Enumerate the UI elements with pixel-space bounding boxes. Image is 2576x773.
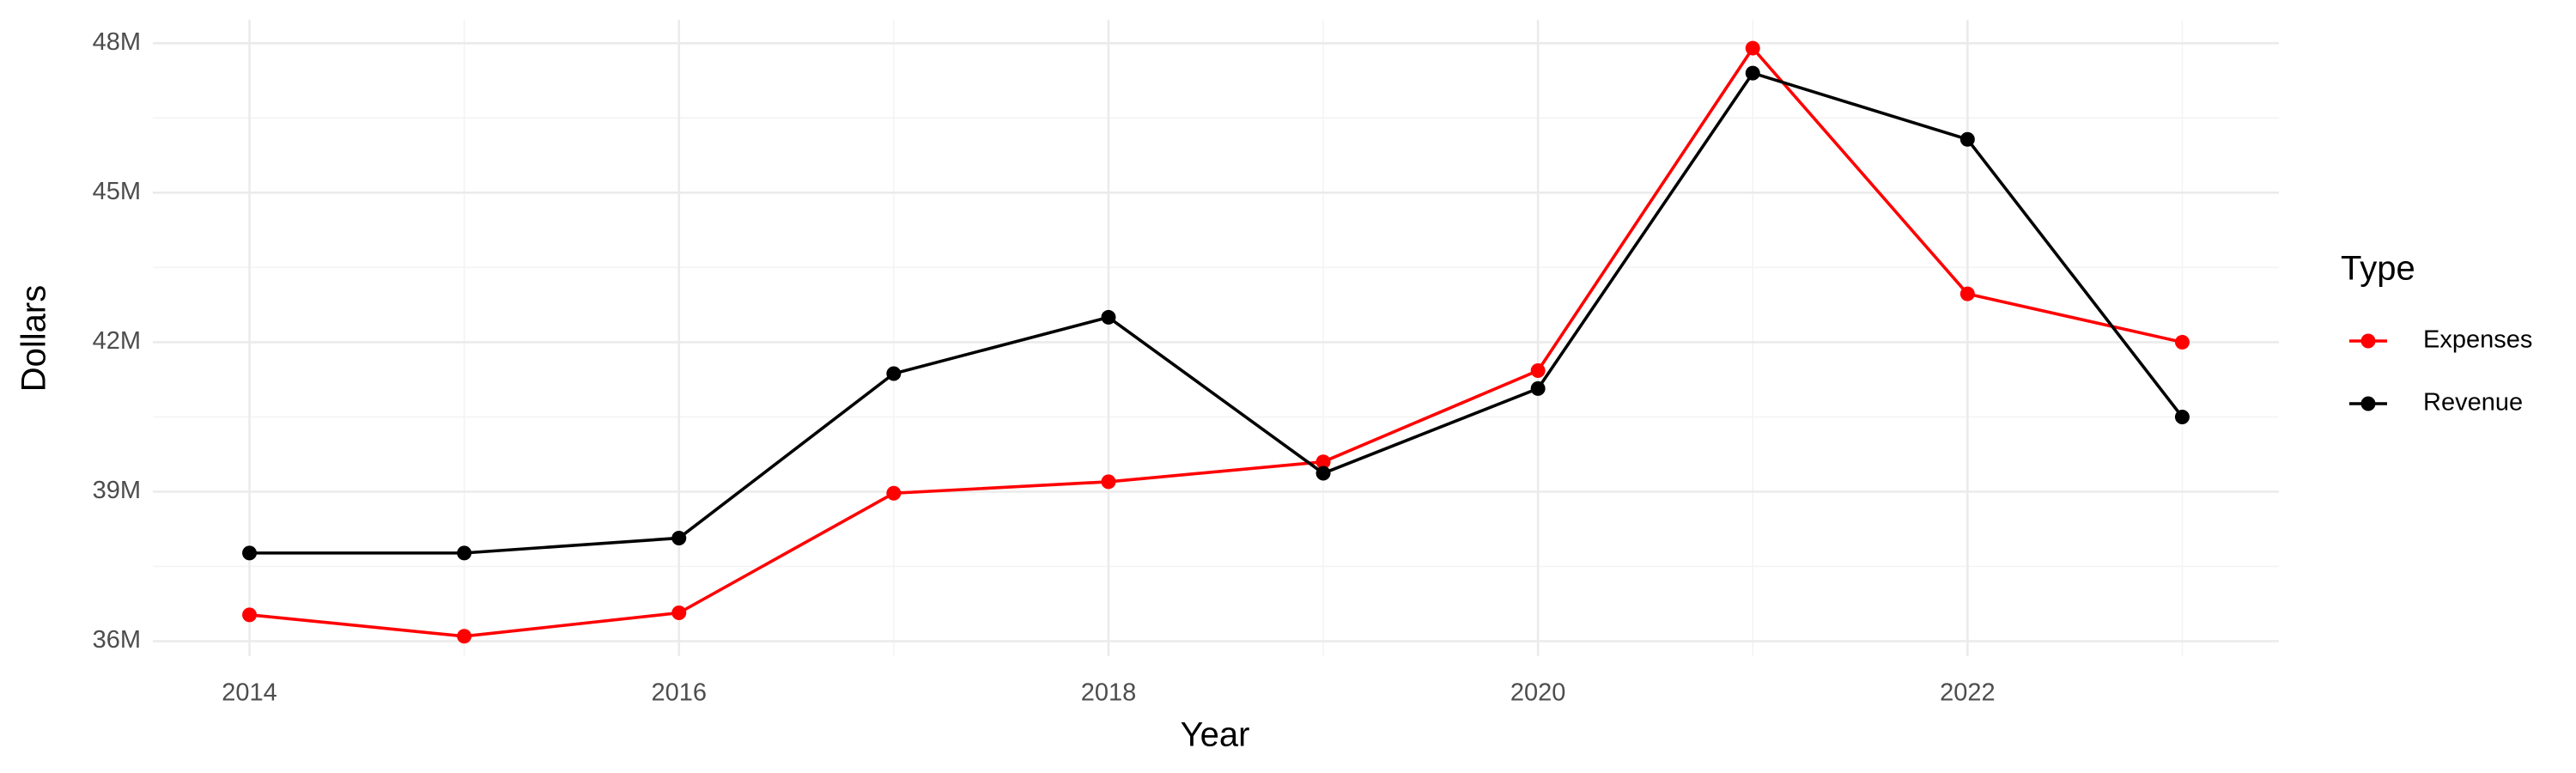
y-tick-label: 39M [93,477,141,504]
x-tick-label: 2018 [1081,679,1137,707]
data-point [1101,474,1116,490]
data-point [242,545,258,561]
data-point [1530,363,1546,379]
data-point [886,485,902,501]
y-axis-title: Dollars [15,285,53,392]
legend-title: Type [2341,250,2415,288]
y-tick-label: 48M [93,28,141,56]
legend-label: Expenses [2423,326,2532,354]
series-line [249,70,2184,555]
y-tick-label: 36M [93,626,141,654]
legend-swatch-point [2360,396,2376,411]
data-point [1959,131,1975,147]
data-point [1745,40,1760,56]
data-point [1315,454,1331,470]
x-axis-title: Year [1181,716,1250,754]
data-point [1101,309,1116,325]
grid [153,20,2279,656]
data-point [1530,380,1546,396]
data-point [457,629,472,644]
legend-label: Revenue [2423,389,2523,417]
data-point [457,545,472,561]
data-point [2174,409,2190,424]
x-tick-label: 2022 [1940,679,1996,707]
y-tick-label: 42M [93,327,141,355]
x-tick-label: 2020 [1510,679,1566,707]
data-point [1315,466,1331,481]
data-point [242,607,258,623]
x-tick-label: 2016 [651,679,707,707]
data-point [1959,286,1975,301]
data-point [886,366,902,381]
x-tick-label: 2014 [222,679,277,707]
series-line [249,46,2183,638]
legend-swatch-point [2360,333,2376,349]
y-tick-label: 45M [93,178,141,205]
data-point [2174,334,2190,350]
data-point [671,606,687,621]
data-point [1745,65,1760,81]
data-point [671,530,687,545]
